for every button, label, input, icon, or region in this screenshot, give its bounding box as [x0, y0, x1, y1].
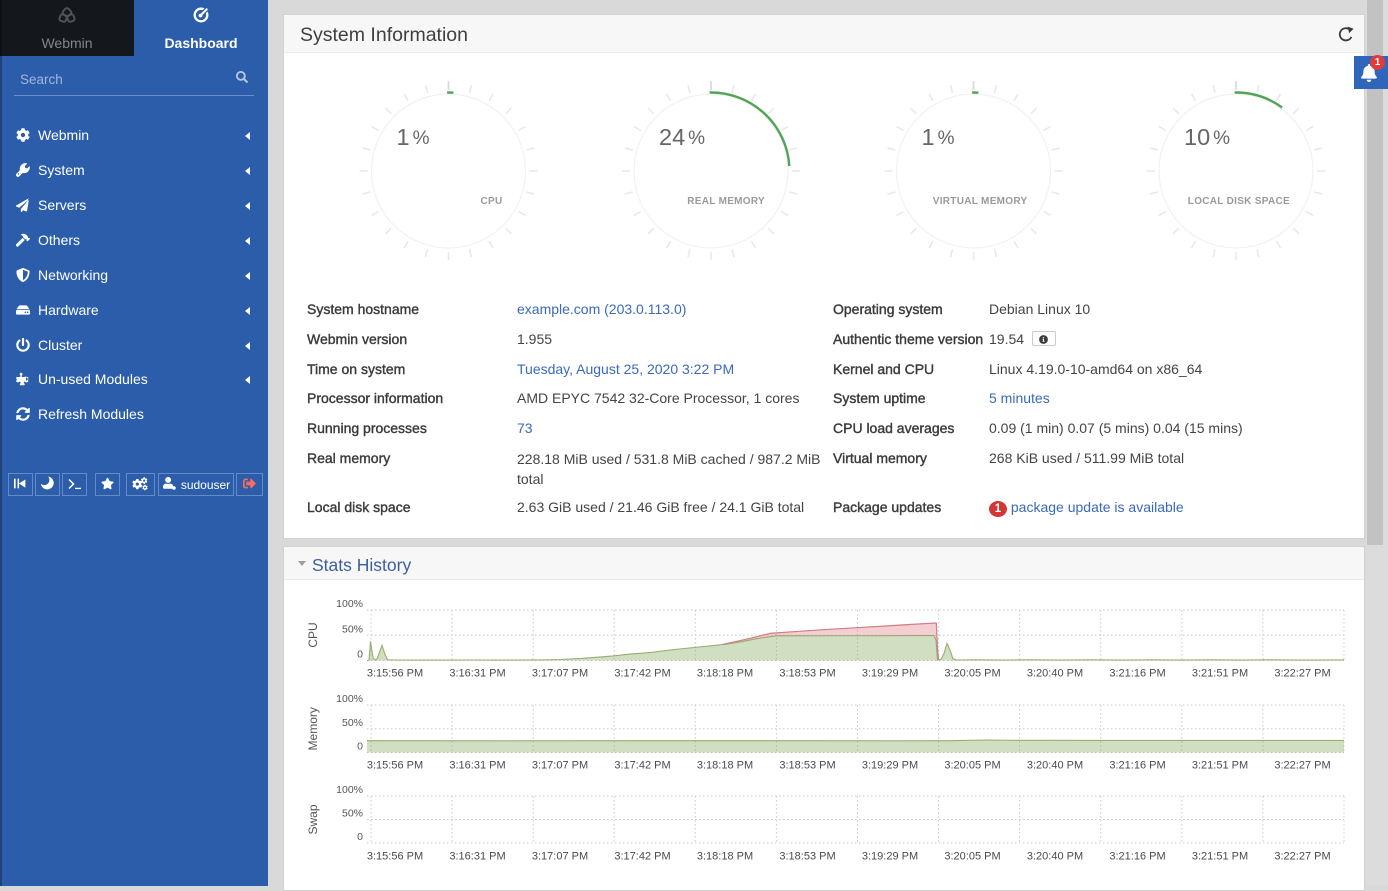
svg-text:10%: 10% — [1184, 124, 1230, 150]
svg-text:3:21:16 PM: 3:21:16 PM — [1109, 668, 1165, 680]
svg-text:3:15:56 PM: 3:15:56 PM — [367, 760, 423, 772]
svg-text:100%: 100% — [336, 784, 363, 796]
svg-text:1%: 1% — [397, 124, 430, 150]
svg-text:3:18:53 PM: 3:18:53 PM — [779, 851, 835, 863]
svg-text:3:19:29 PM: 3:19:29 PM — [862, 760, 918, 772]
svg-text:3:22:27 PM: 3:22:27 PM — [1274, 851, 1330, 863]
svg-text:1%: 1% — [922, 124, 955, 150]
svg-text:3:18:18 PM: 3:18:18 PM — [697, 760, 753, 772]
svg-text:3:21:51 PM: 3:21:51 PM — [1192, 668, 1248, 680]
svg-text:3:20:05 PM: 3:20:05 PM — [944, 668, 1000, 680]
svg-text:3:20:40 PM: 3:20:40 PM — [1027, 760, 1083, 772]
svg-text:3:21:16 PM: 3:21:16 PM — [1109, 760, 1165, 772]
svg-text:50%: 50% — [342, 623, 363, 635]
svg-text:3:20:40 PM: 3:20:40 PM — [1027, 668, 1083, 680]
svg-text:3:20:05 PM: 3:20:05 PM — [944, 760, 1000, 772]
svg-text:3:15:56 PM: 3:15:56 PM — [367, 851, 423, 863]
svg-text:3:17:07 PM: 3:17:07 PM — [532, 851, 588, 863]
svg-text:LOCAL DISK SPACE: LOCAL DISK SPACE — [1188, 196, 1290, 207]
svg-text:3:19:29 PM: 3:19:29 PM — [862, 668, 918, 680]
svg-text:CPU: CPU — [480, 196, 502, 207]
svg-text:3:15:56 PM: 3:15:56 PM — [367, 668, 423, 680]
svg-text:VIRTUAL MEMORY: VIRTUAL MEMORY — [933, 196, 1028, 207]
svg-text:100%: 100% — [336, 693, 363, 705]
svg-text:3:22:27 PM: 3:22:27 PM — [1274, 668, 1330, 680]
svg-text:3:16:31 PM: 3:16:31 PM — [449, 668, 505, 680]
svg-text:3:17:42 PM: 3:17:42 PM — [614, 668, 670, 680]
svg-text:3:19:29 PM: 3:19:29 PM — [862, 851, 918, 863]
svg-text:24%: 24% — [659, 124, 705, 150]
svg-text:REAL MEMORY: REAL MEMORY — [687, 196, 765, 207]
svg-text:Memory: Memory — [306, 707, 320, 750]
svg-text:3:20:40 PM: 3:20:40 PM — [1027, 851, 1083, 863]
svg-text:3:16:31 PM: 3:16:31 PM — [449, 851, 505, 863]
svg-text:3:21:16 PM: 3:21:16 PM — [1109, 851, 1165, 863]
svg-text:50%: 50% — [342, 808, 363, 820]
svg-text:0: 0 — [357, 649, 363, 661]
svg-text:50%: 50% — [342, 717, 363, 729]
svg-text:Swap: Swap — [306, 804, 320, 834]
svg-text:3:18:18 PM: 3:18:18 PM — [697, 668, 753, 680]
svg-text:3:17:07 PM: 3:17:07 PM — [532, 760, 588, 772]
svg-text:3:21:51 PM: 3:21:51 PM — [1192, 760, 1248, 772]
svg-text:0: 0 — [357, 741, 363, 753]
svg-text:3:18:53 PM: 3:18:53 PM — [779, 760, 835, 772]
svg-text:3:20:05 PM: 3:20:05 PM — [944, 851, 1000, 863]
svg-text:3:21:51 PM: 3:21:51 PM — [1192, 851, 1248, 863]
svg-text:3:18:18 PM: 3:18:18 PM — [697, 851, 753, 863]
svg-text:3:22:27 PM: 3:22:27 PM — [1274, 760, 1330, 772]
svg-text:3:18:53 PM: 3:18:53 PM — [779, 668, 835, 680]
svg-text:CPU: CPU — [306, 622, 320, 647]
svg-text:0: 0 — [357, 831, 363, 843]
svg-text:3:16:31 PM: 3:16:31 PM — [449, 760, 505, 772]
svg-text:3:17:07 PM: 3:17:07 PM — [532, 668, 588, 680]
svg-text:3:17:42 PM: 3:17:42 PM — [614, 760, 670, 772]
svg-text:100%: 100% — [336, 598, 363, 610]
svg-text:3:17:42 PM: 3:17:42 PM — [614, 851, 670, 863]
